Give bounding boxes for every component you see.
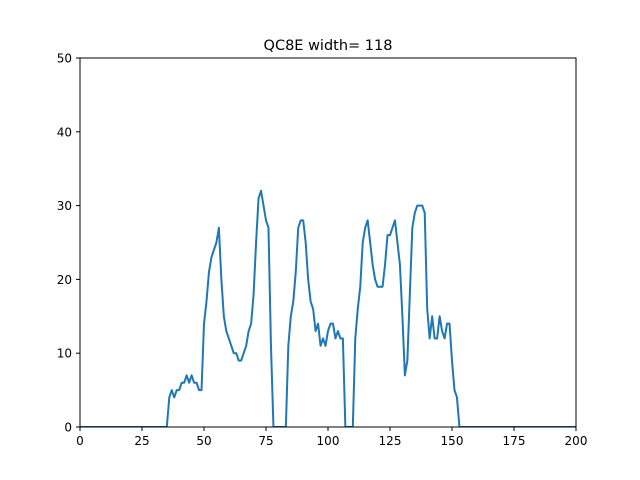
x-tick-label: 100 [317, 434, 340, 448]
x-tick-label: 25 [134, 434, 149, 448]
x-tick-label: 175 [503, 434, 526, 448]
chart-title: QC8E width= 118 [264, 38, 393, 54]
y-tick-label: 0 [64, 421, 72, 435]
y-tick-label: 30 [57, 199, 72, 213]
y-axis: 0 10 20 30 40 50 [57, 52, 80, 435]
x-tick-label: 150 [441, 434, 464, 448]
y-tick-label: 50 [57, 52, 72, 66]
x-tick-label: 75 [258, 434, 273, 448]
y-tick-label: 20 [57, 273, 72, 287]
x-tick-label: 200 [565, 434, 588, 448]
y-tick-label: 40 [57, 125, 72, 139]
x-tick-label: 50 [196, 434, 211, 448]
series-line-1 [80, 189, 576, 427]
x-tick-label: 125 [379, 434, 402, 448]
x-axis: 0 25 50 75 100 125 150 175 200 [76, 427, 587, 448]
y-tick-label: 10 [57, 347, 72, 361]
x-tick-label: 0 [76, 434, 84, 448]
